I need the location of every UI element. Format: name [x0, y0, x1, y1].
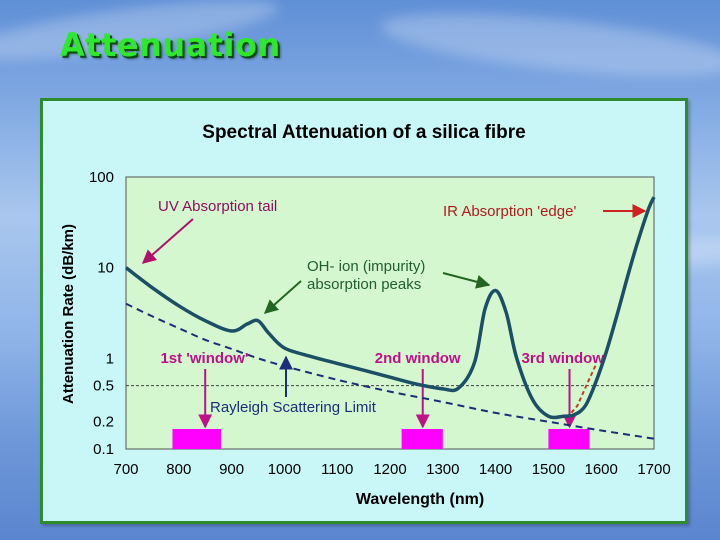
x-tick-label: 1600: [585, 461, 618, 478]
y-tick-label: 100: [89, 169, 114, 186]
oh-ion-label: OH- ion (impurity): [307, 258, 425, 275]
oh-arrow-left: [263, 280, 302, 314]
rayleigh-scattering-line: [125, 302, 655, 440]
attenuation-chart: Spectral Attenuation of a silica fibre 7…: [60, 122, 671, 508]
ir-absorption-label: IR Absorption 'edge': [443, 203, 576, 220]
x-tick-label: 1500: [532, 461, 565, 478]
window-label-1: 1st 'window': [160, 350, 248, 367]
window-marker-1: [172, 429, 222, 449]
x-tick-label: 700: [113, 461, 138, 478]
x-tick-label: 1300: [426, 461, 459, 478]
x-tick-label: 1700: [637, 461, 670, 478]
y-tick-label: 10: [97, 260, 114, 277]
y-tick-label: 0.1: [93, 441, 114, 458]
x-tick-label: 1100: [321, 461, 353, 478]
background-cloud: [378, 1, 720, 89]
rayleigh-label: Rayleigh Scattering Limit: [210, 399, 377, 416]
ir-edge-dashed-line: [566, 364, 597, 419]
uv-arrow: [141, 218, 194, 264]
x-tick-label: 900: [219, 461, 244, 478]
window-label-3: 3rd window: [522, 350, 605, 367]
oh-absorption-peaks-label: absorption peaks: [307, 276, 421, 293]
window-marker-3: [548, 429, 590, 449]
chart-frame: Spectral Attenuation of a silica fibre 7…: [40, 98, 688, 524]
attenuation-curve: [124, 196, 656, 420]
x-tick-label: 800: [166, 461, 191, 478]
annotation-uv: UV Absorption tail: [141, 198, 277, 264]
x-tick-label: 1400: [479, 461, 512, 478]
y-tick-label: 1: [106, 350, 114, 367]
annotation-oh: OH- ion (impurity) absorption peaks: [263, 258, 491, 314]
x-tick-label: 1200: [373, 461, 406, 478]
annotation-rayleigh: Rayleigh Scattering Limit: [210, 355, 377, 416]
oh-arrow-right: [442, 272, 491, 289]
y-tick-label: 0.5: [93, 378, 114, 395]
y-tick-label: 0.2: [93, 414, 114, 431]
x-tick-label: 1000: [268, 461, 301, 478]
chart-title: Spectral Attenuation of a silica fibre: [202, 122, 525, 143]
x-axis-label: Wavelength (nm): [356, 491, 484, 508]
window-marker-2: [401, 429, 443, 449]
annotation-ir: IR Absorption 'edge': [443, 203, 647, 220]
slide-title: Attenuation: [60, 26, 281, 64]
window-label-2: 2nd window: [375, 350, 461, 367]
uv-absorption-label: UV Absorption tail: [158, 198, 277, 215]
y-axis-label: Attenuation Rate (dB/km): [60, 224, 77, 404]
plot-area: [125, 176, 655, 450]
